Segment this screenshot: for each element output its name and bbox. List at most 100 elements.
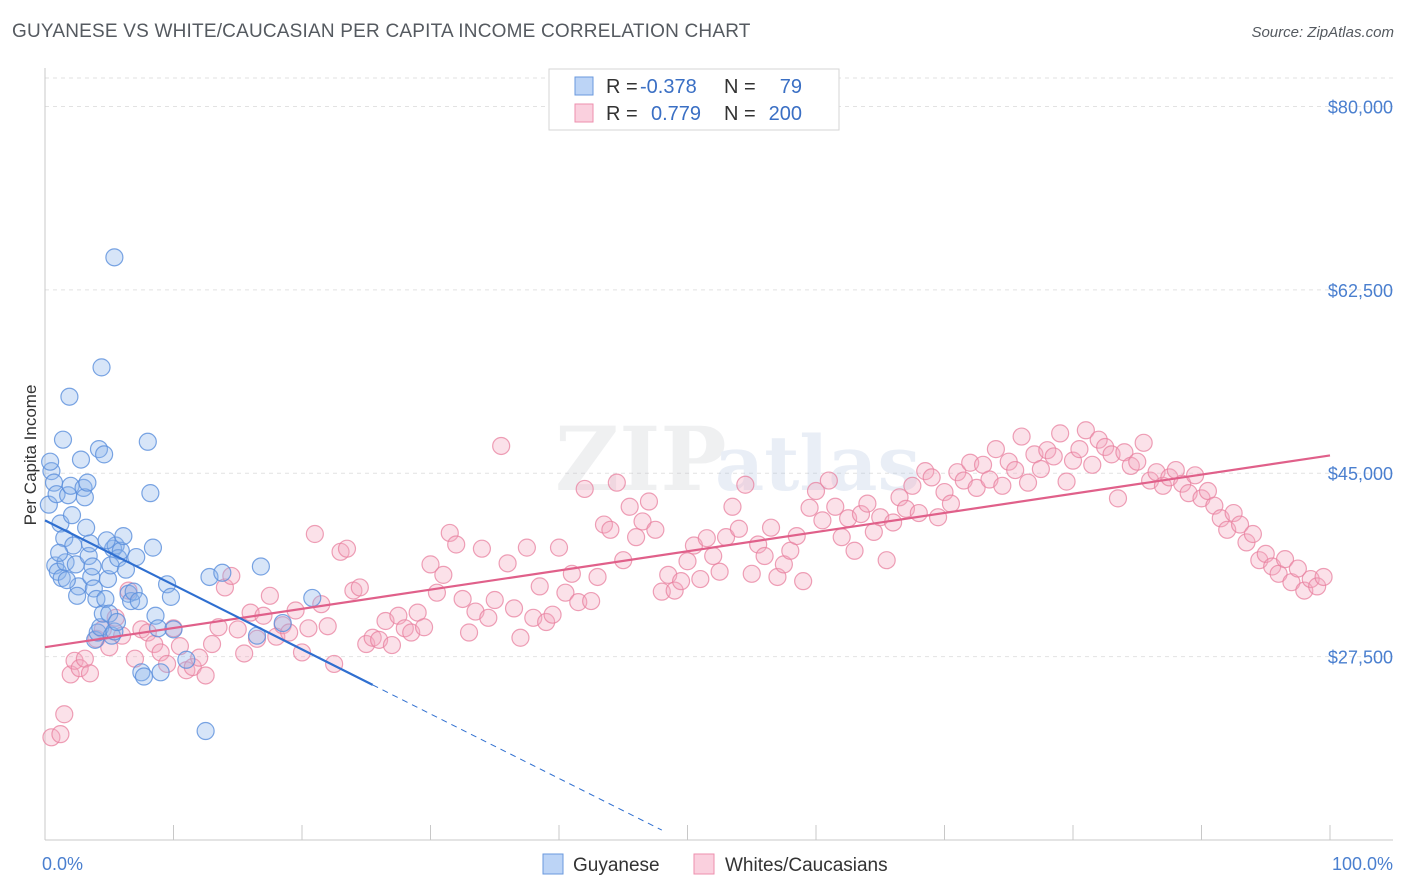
- point-guyanese-76: [273, 613, 292, 633]
- point-whites-91: [620, 497, 639, 516]
- bottom-legend-swatch-whites: [693, 853, 715, 875]
- point-whites-72: [498, 554, 517, 573]
- point-guyanese-63: [143, 538, 163, 557]
- point-whites-95: [646, 520, 665, 539]
- point-guyanese-16: [50, 543, 69, 562]
- point-guyanese-71: [196, 721, 215, 741]
- legend-swatch-guyanese: [574, 76, 594, 96]
- point-guyanese-21: [60, 387, 79, 406]
- point-whites-38: [280, 623, 299, 642]
- point-whites-83: [569, 593, 588, 612]
- point-whites-198: [1308, 577, 1327, 596]
- point-whites-31: [235, 644, 254, 663]
- point-whites-78: [537, 612, 556, 632]
- series-legend: Guyanese Whites/Caucasians: [542, 853, 888, 876]
- legend-r-value-whites: 0.779: [651, 103, 701, 125]
- point-whites-119: [800, 498, 819, 517]
- point-whites-188: [1243, 524, 1263, 544]
- legend-r-label-whites: R =: [606, 103, 638, 125]
- legend-r-value-guyanese: -0.378: [640, 76, 697, 98]
- point-whites-148: [986, 440, 1006, 459]
- point-whites-167: [1108, 489, 1128, 508]
- point-whites-186: [1230, 515, 1250, 534]
- point-whites-28: [215, 578, 234, 597]
- point-guyanese-38: [98, 569, 118, 589]
- point-whites-47: [337, 539, 357, 558]
- point-whites-89: [607, 473, 626, 492]
- point-whites-94: [639, 492, 659, 511]
- trend-lines: [44, 454, 1331, 831]
- point-whites-18: [151, 643, 170, 662]
- point-whites-86: [588, 567, 607, 587]
- point-whites-153: [1018, 473, 1038, 492]
- point-whites-102: [691, 569, 710, 589]
- point-whites-139: [928, 508, 948, 527]
- point-guyanese-49: [97, 531, 116, 550]
- y-tick-label-2: $62,500: [1328, 281, 1393, 301]
- point-guyanese-37: [96, 589, 115, 609]
- point-whites-108: [729, 519, 749, 538]
- point-guyanese-58: [129, 591, 148, 611]
- point-whites-23: [183, 657, 202, 677]
- point-guyanese-47: [92, 358, 111, 377]
- point-whites-151: [1006, 460, 1025, 480]
- point-whites-159: [1057, 472, 1076, 491]
- point-guyanese-75: [251, 557, 270, 576]
- point-whites-113: [761, 518, 781, 537]
- watermark-zip: ZIP: [555, 407, 727, 511]
- point-whites-170: [1128, 452, 1147, 471]
- point-guyanese-20: [53, 430, 73, 449]
- point-whites-79: [543, 605, 562, 624]
- x-tick-label-max: 100.0%: [1332, 854, 1393, 874]
- point-whites-112: [755, 546, 774, 566]
- point-guyanese-30: [78, 473, 97, 492]
- point-whites-157: [1044, 447, 1063, 466]
- point-guyanese-1: [42, 462, 61, 481]
- point-whites-7: [80, 664, 100, 683]
- point-whites-25: [196, 666, 215, 685]
- point-guyanese-61: [138, 432, 157, 451]
- point-whites-98: [665, 581, 684, 600]
- point-whites-41: [299, 619, 318, 638]
- legend-swatch-whites: [574, 103, 594, 123]
- point-whites-105: [710, 562, 729, 581]
- point-whites-195: [1288, 559, 1307, 578]
- point-guyanese-53: [107, 612, 127, 632]
- point-whites-162: [1076, 421, 1095, 440]
- trend-line-guyanese-extension: [372, 684, 663, 831]
- point-guyanese-27: [84, 579, 103, 598]
- correlation-legend: R = -0.378 N = 79 R = 0.779 N = 200: [548, 68, 840, 131]
- point-whites-88: [601, 520, 620, 539]
- trend-line-guyanese: [44, 519, 374, 686]
- point-whites-171: [1134, 433, 1153, 452]
- point-guyanese-77: [303, 588, 322, 608]
- point-whites-5: [70, 659, 89, 678]
- chart-title: GUYANESE VS WHITE/CAUCASIAN PER CAPITA I…: [12, 21, 751, 42]
- point-guyanese-46: [89, 440, 109, 459]
- point-whites-127: [851, 504, 871, 524]
- point-whites-155: [1031, 459, 1050, 479]
- point-whites-140: [935, 482, 954, 502]
- point-guyanese-56: [124, 582, 143, 601]
- point-guyanese-48: [95, 445, 114, 464]
- watermark-atlas: atlas: [715, 419, 920, 508]
- point-guyanese-24: [77, 518, 96, 537]
- point-guyanese-70: [177, 650, 196, 669]
- point-guyanese-6: [41, 452, 60, 471]
- point-whites-103: [697, 529, 716, 548]
- point-guyanese-66: [151, 663, 170, 682]
- point-whites-161: [1070, 440, 1089, 459]
- point-whites-118: [794, 572, 813, 591]
- point-whites-163: [1083, 455, 1102, 474]
- point-whites-193: [1275, 550, 1295, 569]
- point-whites-104: [704, 546, 723, 566]
- legend-n-label-whites: N =: [724, 103, 756, 125]
- point-whites-65: [453, 589, 472, 609]
- point-whites-45: [325, 654, 344, 674]
- point-guyanese-17: [57, 571, 76, 590]
- point-whites-136: [909, 503, 928, 523]
- point-whites-73: [504, 599, 524, 618]
- point-whites-35: [260, 586, 279, 605]
- point-whites-81: [556, 583, 575, 602]
- point-whites-149: [993, 476, 1012, 495]
